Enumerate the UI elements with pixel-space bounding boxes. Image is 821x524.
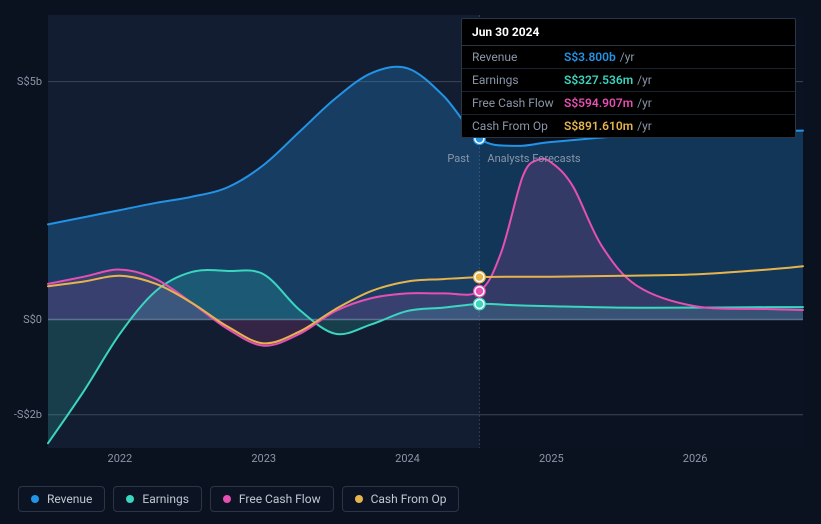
financials-chart: S$5b S$0 -S$2b 2022 2023 2024 2025 2026 Past A… (0, 0, 821, 524)
tooltip-row: RevenueS$3.800b/yr (462, 46, 795, 69)
tooltip-row: Cash From OpS$891.610m/yr (462, 115, 795, 137)
marker-free_cash_flow (475, 287, 484, 296)
tooltip-row: Free Cash FlowS$594.907m/yr (462, 92, 795, 115)
past-label: Past (447, 152, 469, 165)
tooltip-row-label: Free Cash Flow (472, 96, 564, 110)
tooltip-row-unit: /yr (620, 50, 635, 64)
legend-item-free_cash_flow[interactable]: Free Cash Flow (210, 486, 334, 512)
tooltip-row-unit: /yr (637, 96, 652, 110)
legend-item-revenue[interactable]: Revenue (18, 486, 105, 512)
x-axis-label: 2023 (234, 452, 294, 465)
x-axis-label: 2026 (665, 452, 725, 465)
forecasts-label: Analysts Forecasts (487, 152, 580, 165)
tooltip-row-label: Revenue (472, 50, 564, 64)
legend-dot-icon (126, 495, 134, 503)
marker-cash_from_op (475, 273, 484, 282)
x-axis-label: 2025 (521, 452, 581, 465)
tooltip-row-value: S$594.907m (564, 96, 633, 110)
x-axis-label: 2024 (378, 452, 438, 465)
marker-earnings (475, 299, 484, 308)
tooltip-row-value: S$891.610m (564, 119, 633, 133)
tooltip-row-value: S$3.800b (564, 50, 616, 64)
legend-item-label: Earnings (142, 492, 189, 506)
tooltip-row-label: Earnings (472, 73, 564, 87)
legend-item-label: Revenue (47, 492, 92, 506)
x-axis-label: 2022 (90, 452, 150, 465)
tooltip-row-label: Cash From Op (472, 119, 564, 133)
legend-dot-icon (31, 495, 39, 503)
tooltip-row-unit: /yr (637, 73, 652, 87)
y-axis-label: S$5b (2, 75, 42, 88)
legend-item-label: Cash From Op (371, 492, 447, 506)
tooltip-row-value: S$327.536m (564, 73, 633, 87)
legend-item-cash_from_op[interactable]: Cash From Op (342, 486, 460, 512)
tooltip-row-unit: /yr (637, 119, 652, 133)
legend-item-earnings[interactable]: Earnings (113, 486, 202, 512)
y-axis-label: S$0 (2, 313, 42, 326)
chart-tooltip: Jun 30 2024 RevenueS$3.800b/yrEarningsS$… (461, 18, 796, 138)
tooltip-date: Jun 30 2024 (462, 19, 795, 46)
chart-legend: Revenue Earnings Free Cash Flow Cash From O… (18, 486, 459, 512)
legend-dot-icon (355, 495, 363, 503)
tooltip-row: EarningsS$327.536m/yr (462, 69, 795, 92)
legend-item-label: Free Cash Flow (239, 492, 321, 506)
y-axis-label: -S$2b (2, 408, 42, 421)
legend-dot-icon (223, 495, 231, 503)
